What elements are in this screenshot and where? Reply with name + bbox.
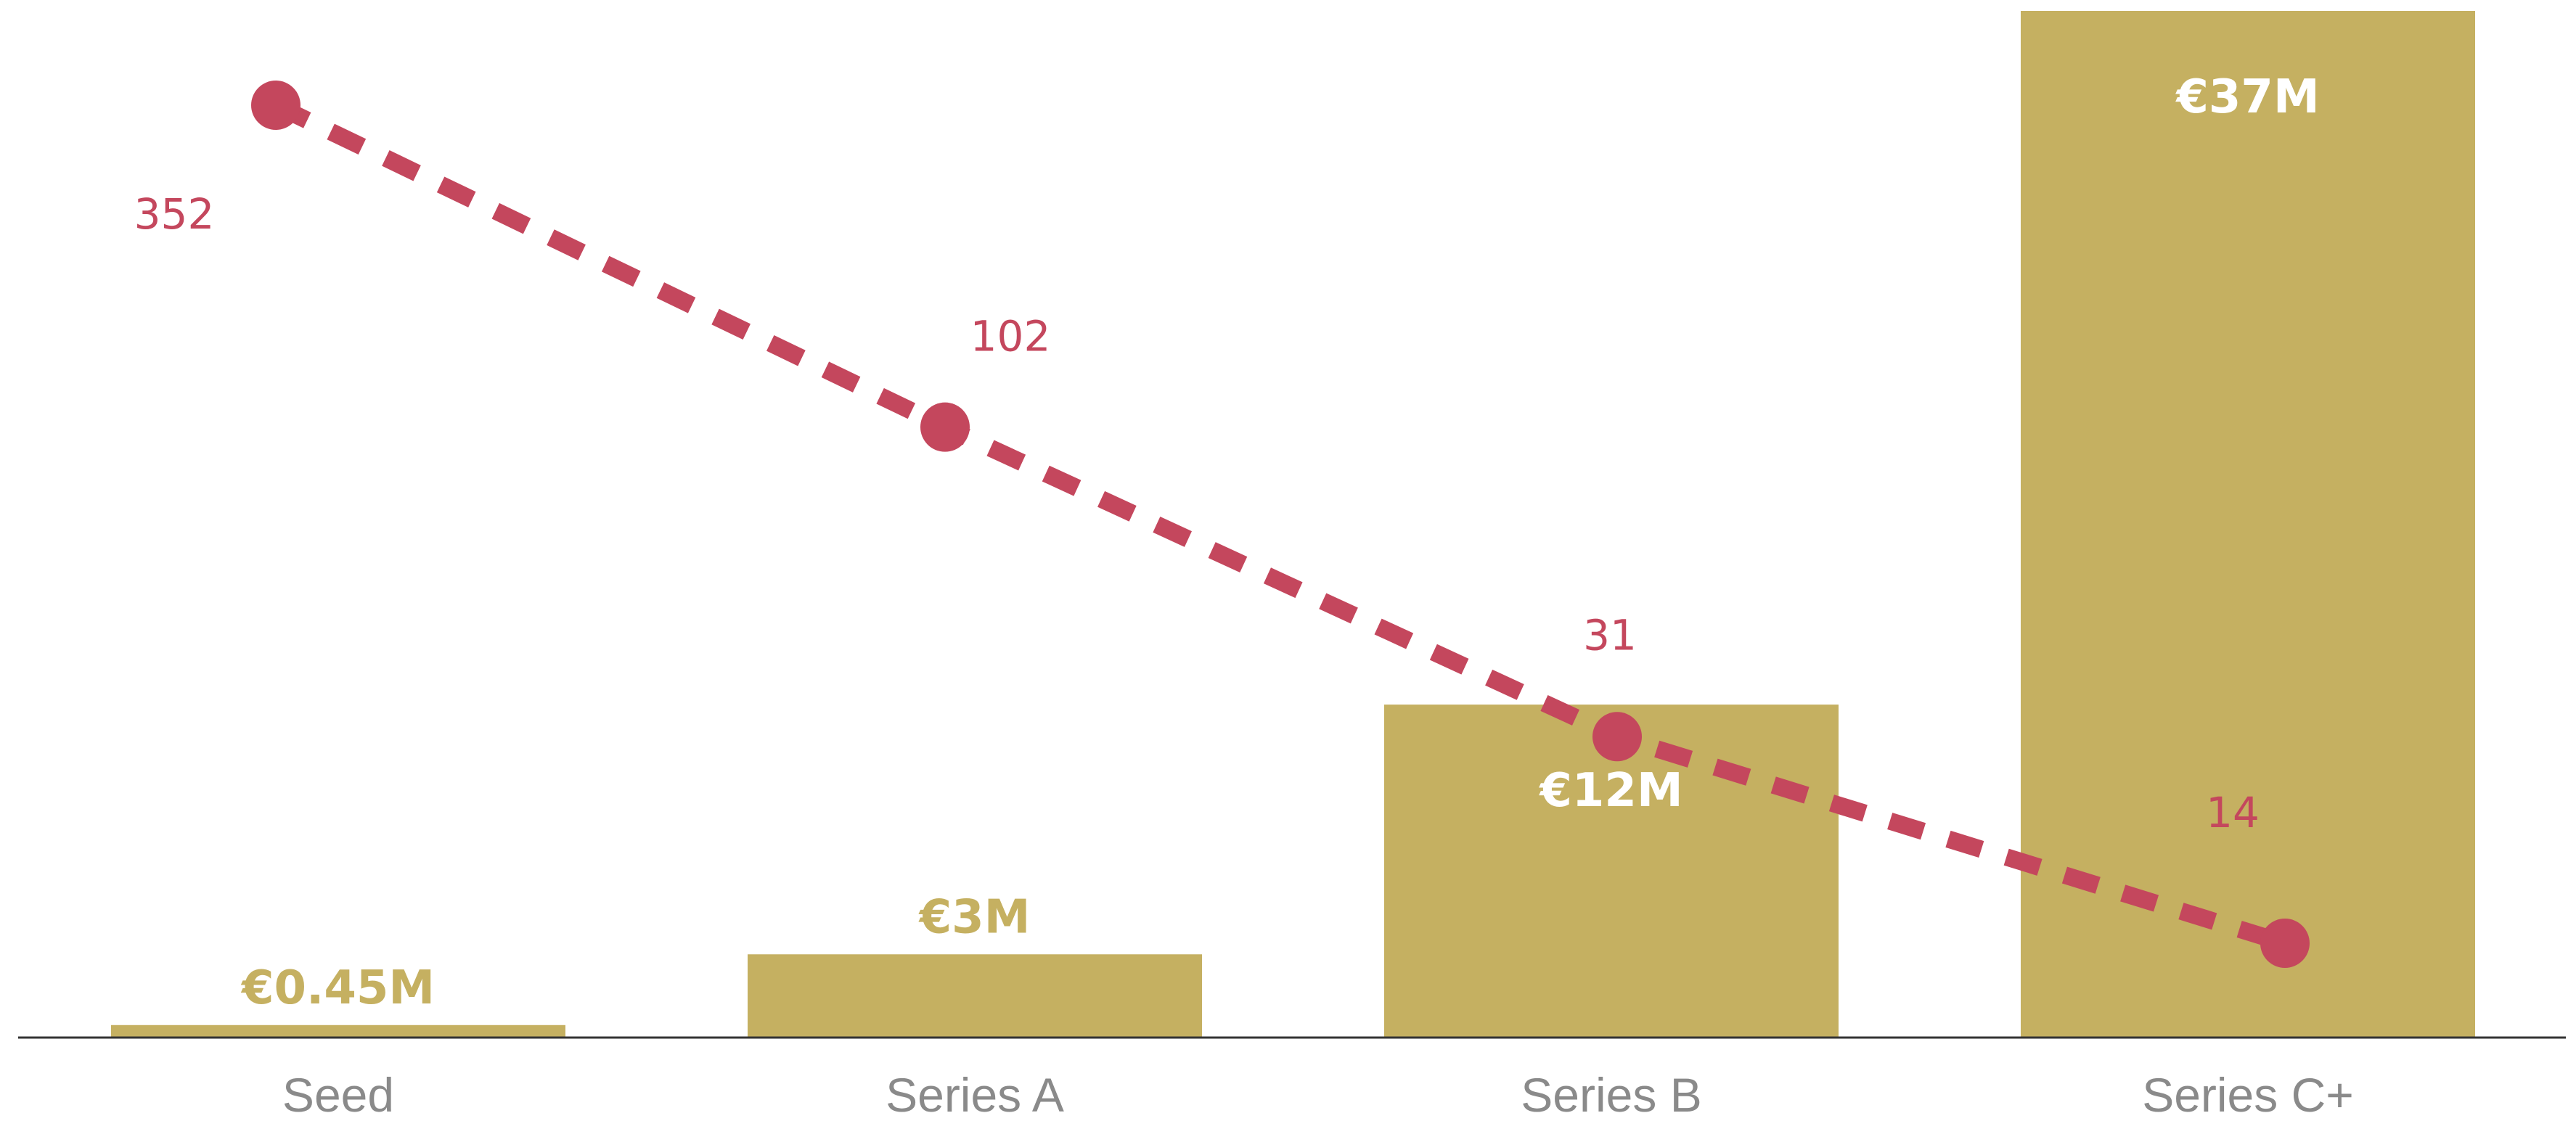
bar-series-c-: [2021, 11, 2475, 1038]
category-tick-label: Series C+: [2142, 1068, 2354, 1121]
category-tick-label: Series B: [1521, 1068, 1701, 1121]
bar-value-label: €3M: [918, 890, 1031, 944]
bar-value-label: €37M: [2175, 70, 2319, 124]
bars-layer: [111, 11, 2475, 1038]
line-point: [1592, 712, 1642, 762]
bar-value-label: €12M: [1538, 764, 1682, 818]
category-tick-label: Seed: [282, 1068, 394, 1121]
line-value-label: 102: [970, 312, 1051, 361]
line-value-label: 31: [1583, 610, 1637, 660]
line-point: [2260, 919, 2310, 968]
line-value-label: 14: [2206, 788, 2260, 837]
line-point: [920, 402, 970, 452]
line-point: [251, 81, 300, 130]
bar-seed: [111, 1024, 565, 1038]
line-series-path: [271, 97, 2288, 952]
bar-value-label: €0.45M: [240, 961, 435, 1015]
bar-series-a: [748, 954, 1202, 1038]
line-series-layer: [251, 81, 2310, 968]
labels-layer: €0.45M Seed €3M Series A €12M Series B €37M Ser…: [134, 70, 2354, 1121]
line-value-label: 352: [134, 189, 215, 239]
category-tick-label: Series A: [886, 1068, 1064, 1121]
